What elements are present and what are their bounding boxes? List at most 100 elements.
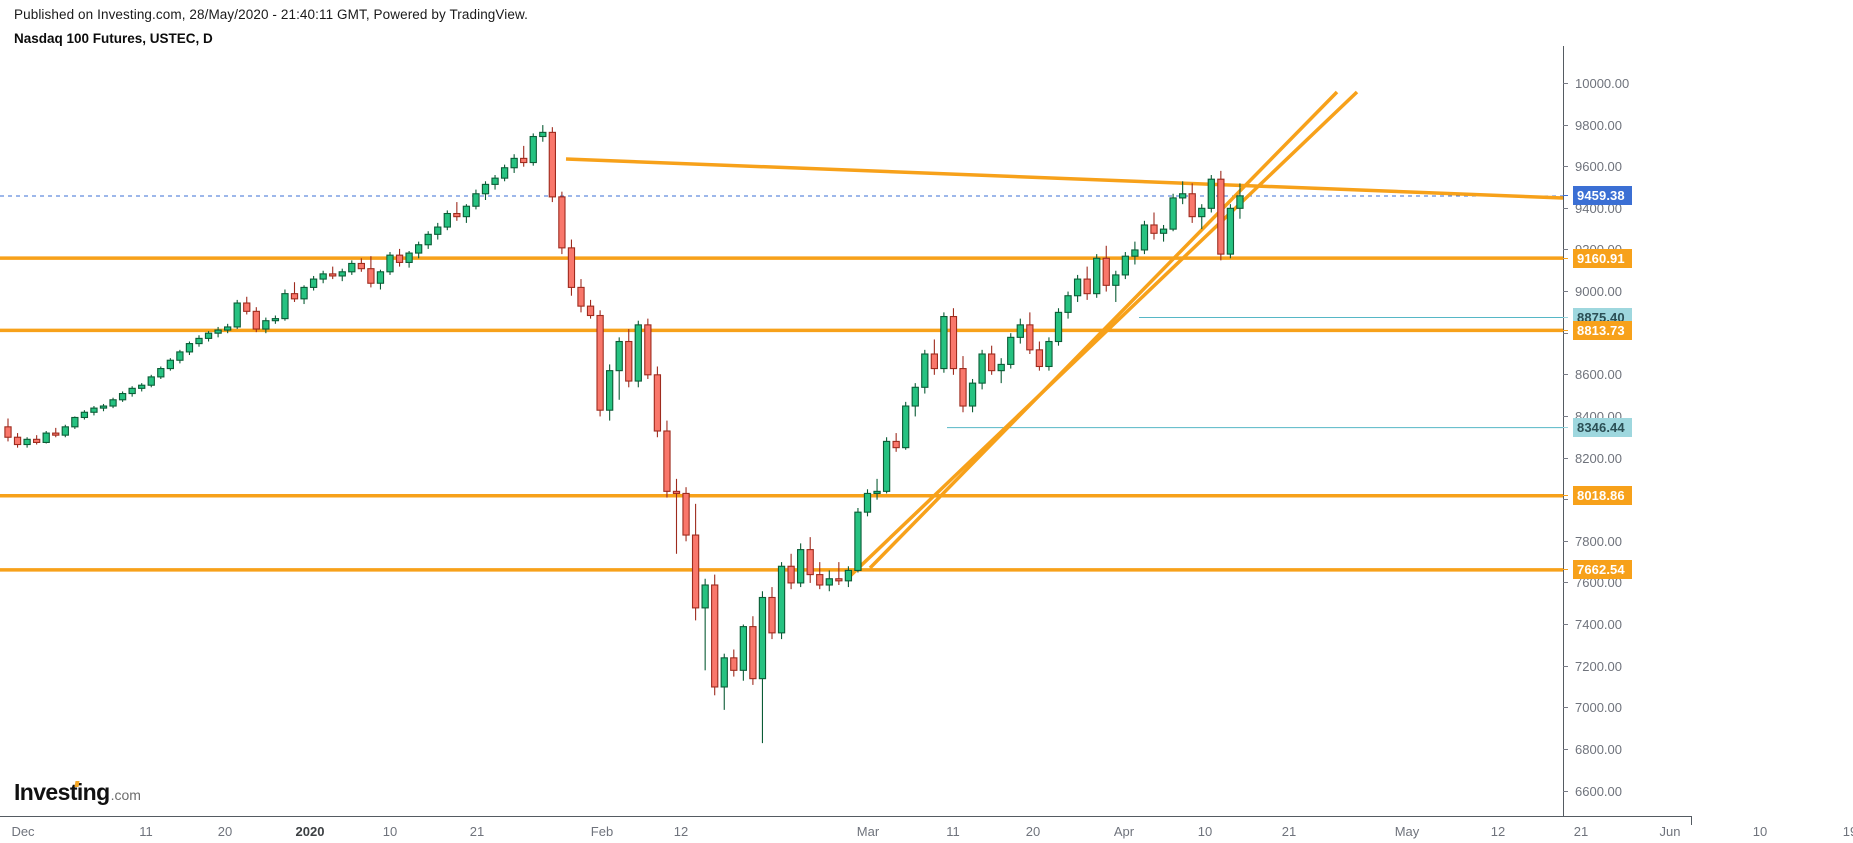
price-badge-support-level[interactable]: 7662.54 xyxy=(1563,560,1638,580)
published-caption: Published on Investing.com, 28/May/2020 … xyxy=(14,7,528,22)
candle-body xyxy=(472,193,480,207)
candle-body xyxy=(863,492,872,513)
horizontal-level-lines xyxy=(0,195,1563,572)
candle-body xyxy=(481,183,490,195)
candle-body xyxy=(615,340,623,372)
candle-body xyxy=(959,368,967,407)
time-tick-label: 10 xyxy=(1752,824,1768,839)
candle-body xyxy=(424,233,432,246)
candle-body xyxy=(1169,197,1177,230)
candle-body xyxy=(520,157,528,164)
candle-body xyxy=(13,436,22,446)
candle-body xyxy=(892,440,900,449)
candle-body xyxy=(1016,324,1024,338)
price-chart-plot[interactable] xyxy=(0,46,1563,816)
tick-dash-icon xyxy=(1563,748,1568,750)
badge-dash-icon xyxy=(1563,316,1568,318)
candle-body xyxy=(949,315,958,370)
candle-body xyxy=(166,359,174,370)
candle-body xyxy=(663,430,671,492)
price-tick-label: 9800.00 xyxy=(1575,117,1622,133)
candle-body xyxy=(243,302,251,312)
candle-body xyxy=(1102,257,1110,286)
candle-body xyxy=(682,492,690,536)
price-tick: 6800.00 xyxy=(1563,741,1622,757)
time-tick-label: 20 xyxy=(1025,824,1041,839)
time-axis[interactable]: Dec 11 20 2020 10 21 Feb 12 Mar 11 20 Apr 10 21 May 12 2… xyxy=(0,816,1853,843)
candle-body xyxy=(329,273,337,277)
candle-body xyxy=(71,416,79,428)
candle-body xyxy=(224,326,232,331)
tick-dash-icon xyxy=(1563,207,1568,209)
symbol-title: Nasdaq 100 Futures, USTEC, D xyxy=(14,31,213,46)
price-tick-label: 9600.00 xyxy=(1575,159,1622,175)
ascending-channel-lower xyxy=(846,90,1359,580)
candle-body xyxy=(414,244,423,254)
time-tick-label: 21 xyxy=(1281,824,1297,839)
time-tick-label: May xyxy=(1394,824,1420,839)
candle-body xyxy=(653,374,662,432)
badge-dash-icon xyxy=(1563,495,1568,497)
candle-body xyxy=(1112,274,1120,286)
time-tick-label: 12 xyxy=(1490,824,1506,839)
candle-body xyxy=(300,286,308,300)
price-axis[interactable]: 10000.009800.009600.009400.009200.009000… xyxy=(1563,46,1853,816)
candle-body xyxy=(625,340,633,382)
price-badge-resistance-level[interactable]: 9160.91 xyxy=(1563,248,1638,268)
candle-body xyxy=(672,490,681,494)
tick-dash-icon xyxy=(1563,790,1568,792)
candle-body xyxy=(233,302,241,328)
candle-body xyxy=(99,405,108,409)
candle-body xyxy=(1083,278,1091,295)
candle-body xyxy=(367,268,375,284)
candle-body xyxy=(434,226,442,235)
price-badge-support-level[interactable]: 8813.73 xyxy=(1563,320,1638,340)
tick-dash-icon xyxy=(1563,291,1568,293)
candle-body xyxy=(443,212,451,228)
price-badge-teal-level[interactable]: 8346.44 xyxy=(1563,418,1638,438)
candle-body xyxy=(930,353,938,370)
candle-body xyxy=(176,351,184,361)
candle-body xyxy=(978,353,986,384)
candle-body xyxy=(787,565,795,584)
candle-body xyxy=(1026,324,1034,351)
time-tick-label: 21 xyxy=(1573,824,1589,839)
candle-body xyxy=(195,337,203,345)
price-tick-label: 7200.00 xyxy=(1575,658,1622,674)
candle-body xyxy=(80,411,89,419)
candle-body xyxy=(806,549,814,576)
price-badge-current-price[interactable]: 9459.38 xyxy=(1563,186,1638,206)
price-tick-label: 8600.00 xyxy=(1575,367,1622,383)
candle-body xyxy=(395,254,404,263)
price-axis-line xyxy=(1563,46,1564,816)
price-badge-support-level[interactable]: 8018.86 xyxy=(1563,486,1638,506)
candle-body xyxy=(1045,340,1053,368)
candlestick-svg xyxy=(0,90,1563,744)
investing-com-logo: Investing .com xyxy=(14,779,141,806)
candle-body xyxy=(548,131,556,198)
time-tick-label: Mar xyxy=(856,824,880,839)
candle-body xyxy=(968,382,977,407)
candle-body xyxy=(185,343,194,353)
tick-dash-icon xyxy=(1563,124,1568,126)
tick-dash-icon xyxy=(1563,82,1568,84)
candle-body xyxy=(816,574,824,586)
time-tick-label: 10 xyxy=(1197,824,1213,839)
price-tick: 7400.00 xyxy=(1563,617,1622,633)
candle-body xyxy=(510,157,518,169)
candle-body xyxy=(357,262,365,270)
logo-tld: .com xyxy=(110,787,141,803)
time-tick-label: 19 xyxy=(1842,824,1853,839)
candle-body xyxy=(500,167,509,179)
candle-body xyxy=(997,363,1005,372)
time-tick-label: 12 xyxy=(673,824,689,839)
tick-dash-icon xyxy=(1563,332,1568,334)
time-tick-label: 20 xyxy=(217,824,233,839)
price-tick: 7000.00 xyxy=(1563,700,1622,716)
candle-body xyxy=(90,407,98,413)
candle-body xyxy=(634,324,642,382)
price-tick: 7800.00 xyxy=(1563,533,1622,549)
time-tick-label: Dec xyxy=(11,824,35,839)
price-tick: 9600.00 xyxy=(1563,159,1622,175)
price-tick-label: 9000.00 xyxy=(1575,284,1622,300)
